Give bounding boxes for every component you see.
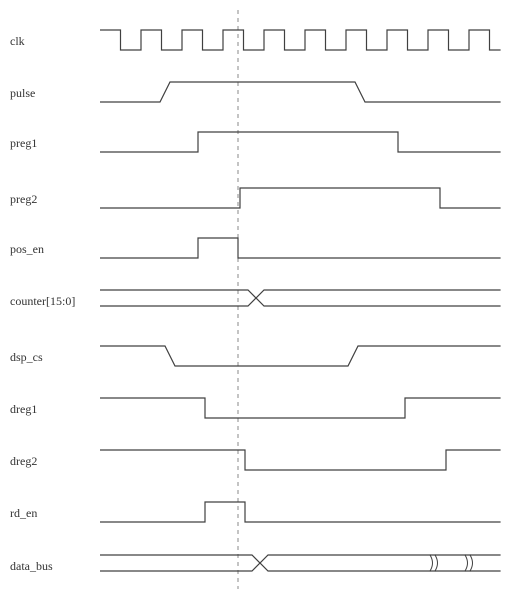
signal-label-dreg2: dreg2 [10, 454, 95, 469]
signal-label-preg2: preg2 [10, 192, 95, 207]
waveform-dreg2 [100, 448, 502, 479]
waveform-data-bus [100, 553, 502, 580]
signal-label-rd-en: rd_en [10, 506, 95, 521]
waveform-dreg1 [100, 396, 502, 427]
waveform-preg2 [100, 186, 502, 217]
timing-diagram: clk pulse preg1 preg2 pos_en counter[15:0] dsp… [0, 0, 514, 599]
waveform-dsp-cs [100, 344, 502, 375]
signal-label-preg1: preg1 [10, 136, 95, 151]
signal-label-data-bus: data_bus [10, 559, 95, 574]
waveform-pulse [100, 80, 502, 111]
waveform-preg1 [100, 130, 502, 161]
signal-label-dsp-cs: dsp_cs [10, 350, 95, 365]
signal-label-clk: clk [10, 34, 95, 49]
signal-label-dreg1: dreg1 [10, 402, 95, 417]
waveform-counter-15-0- [100, 288, 502, 315]
signal-label-pulse: pulse [10, 86, 95, 101]
waveform-rd-en [100, 500, 502, 531]
waveform-pos-en [100, 236, 502, 267]
signal-label-counter-15-0-: counter[15:0] [10, 294, 95, 309]
waveform-clk [100, 28, 502, 59]
signal-label-pos-en: pos_en [10, 242, 95, 257]
